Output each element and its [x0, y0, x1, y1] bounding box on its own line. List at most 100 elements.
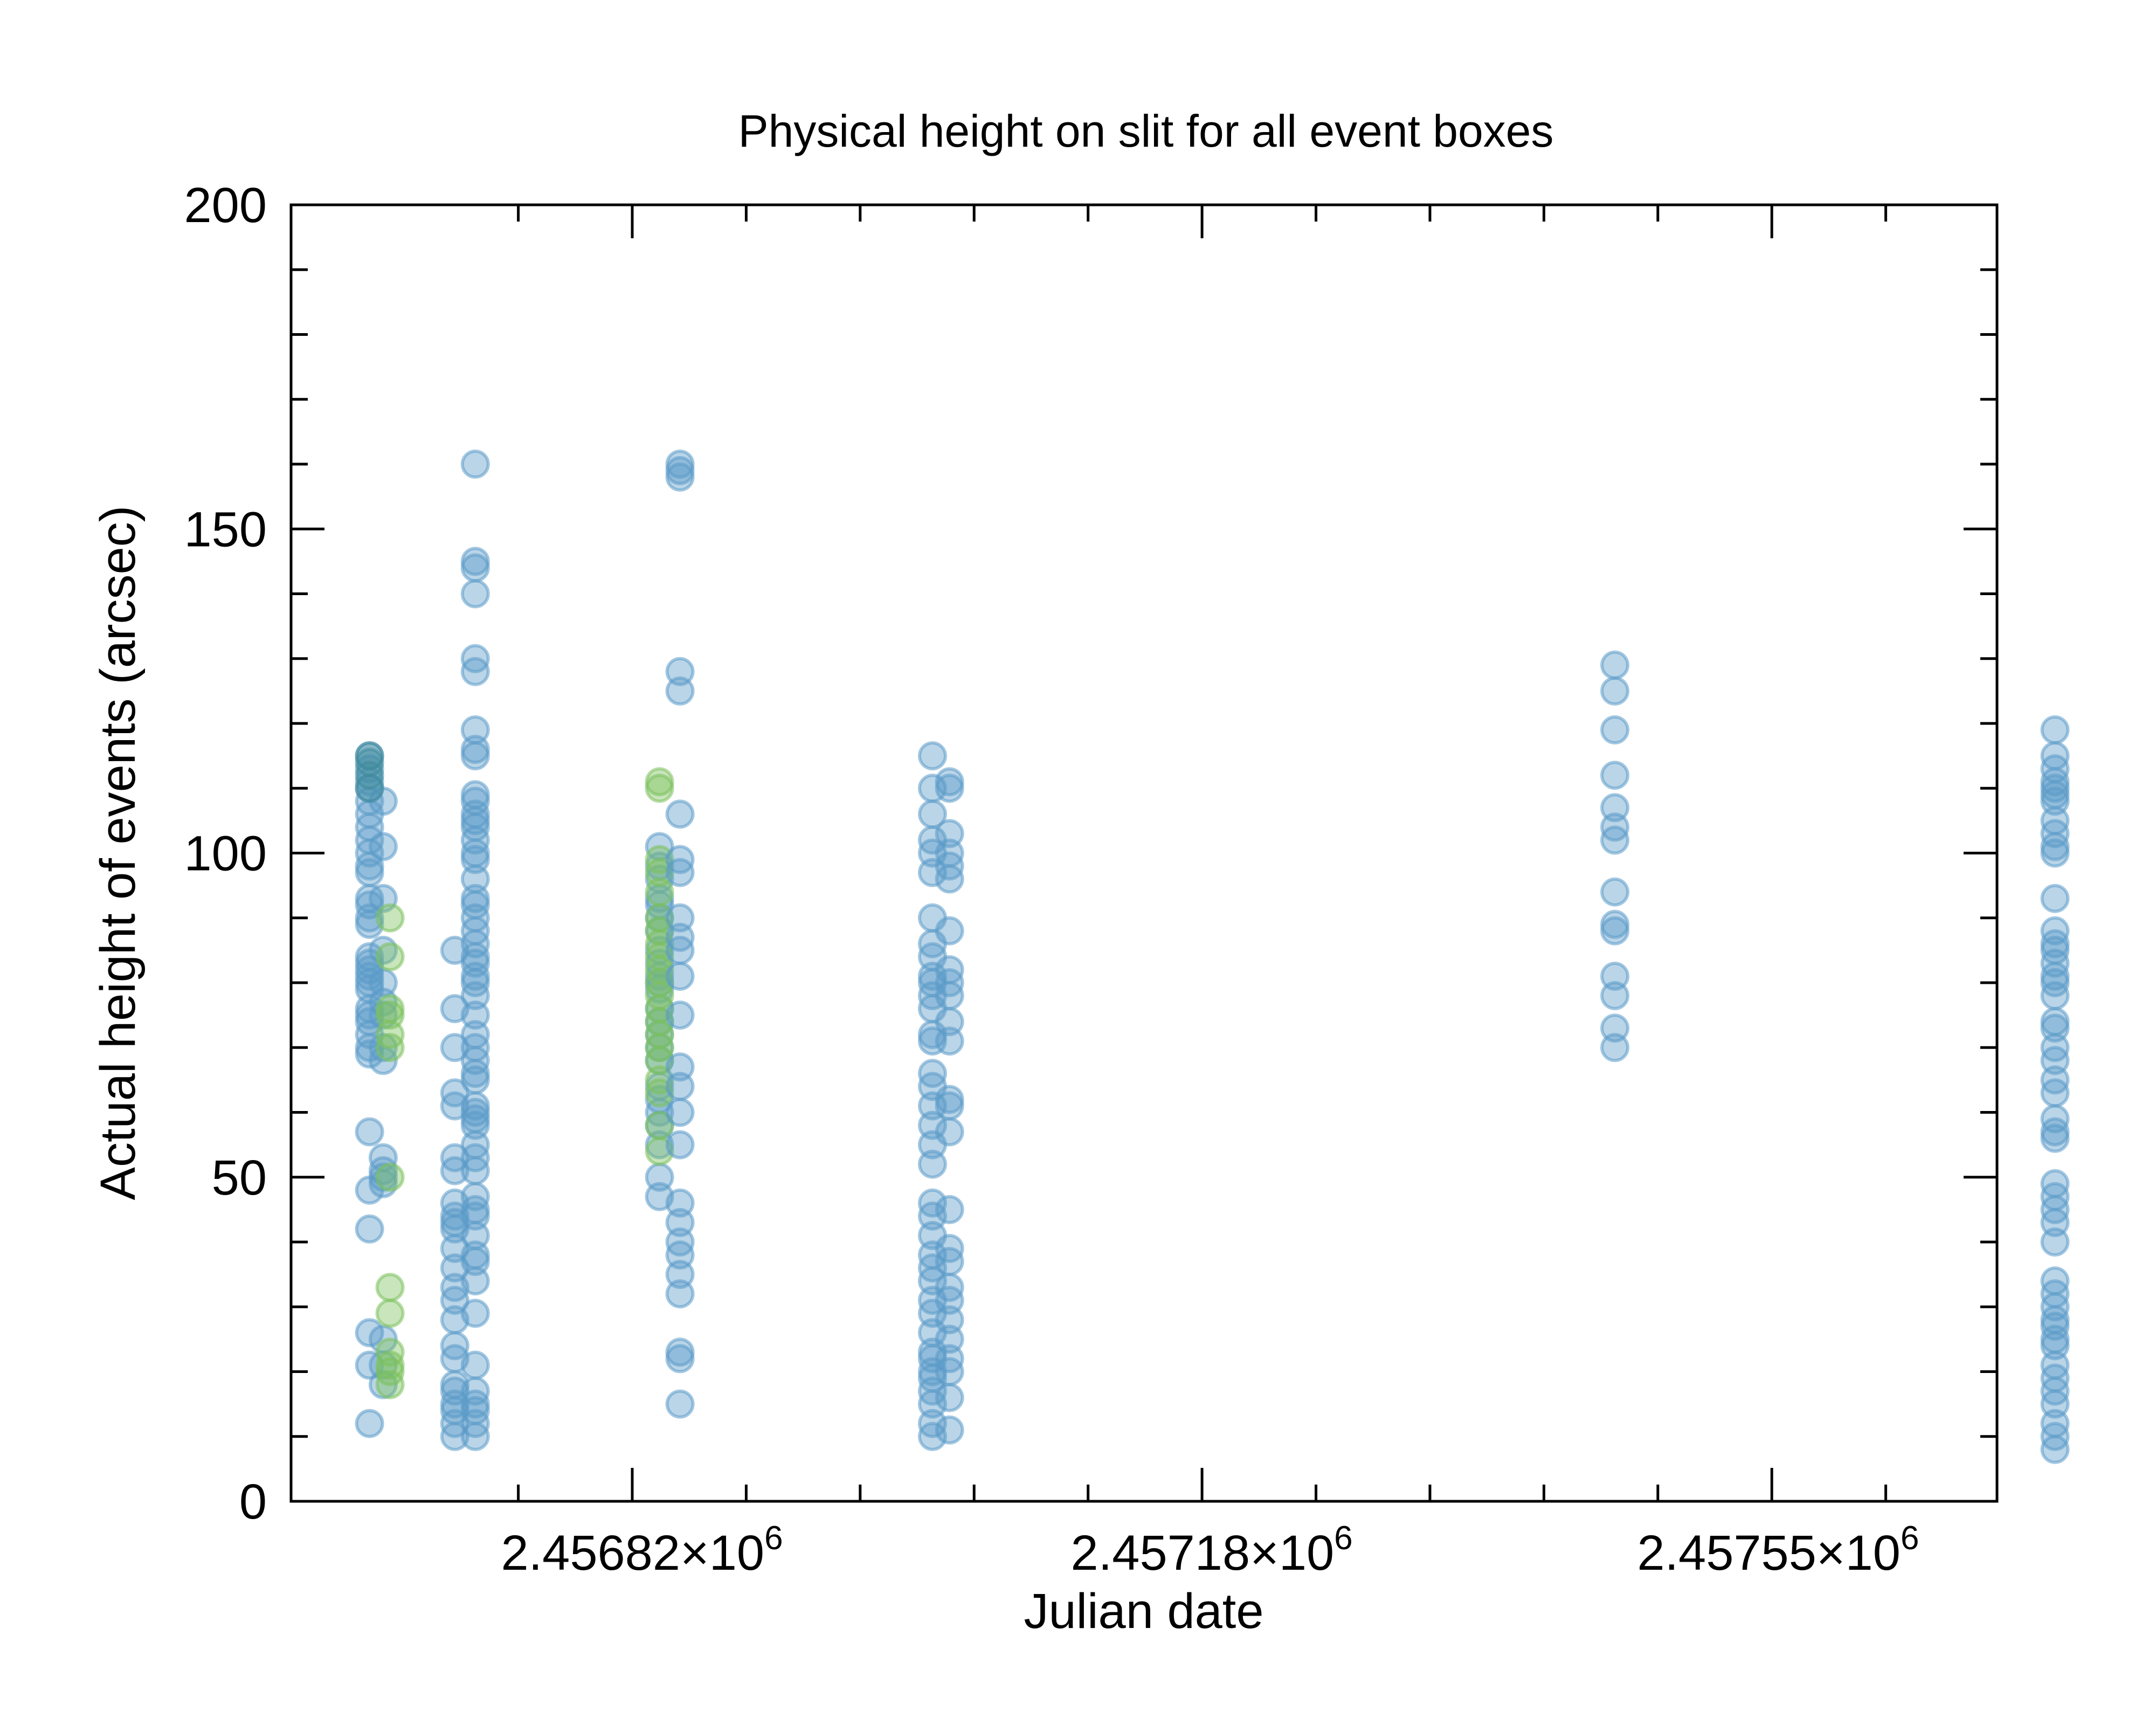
data-point	[935, 1247, 964, 1276]
data-point	[440, 1033, 469, 1062]
data-point	[460, 553, 490, 583]
point-group-13	[2040, 715, 2070, 1464]
data-point	[460, 1350, 490, 1380]
data-point	[2040, 1123, 2070, 1153]
data-point	[665, 1389, 695, 1419]
chart-title: Physical height on slit for all event bo…	[738, 106, 1554, 156]
point-group-4	[375, 903, 405, 1399]
data-point	[1600, 650, 1629, 680]
data-point	[460, 657, 490, 686]
data-point	[460, 1299, 490, 1328]
data-point	[935, 1026, 964, 1056]
data-point	[665, 799, 695, 829]
y-tick-label: 50	[212, 1150, 267, 1205]
data-point	[918, 741, 947, 771]
data-point	[665, 962, 695, 991]
point-group-9	[665, 450, 695, 1419]
data-point	[2040, 981, 2070, 1010]
data-point	[665, 1279, 695, 1309]
data-point	[665, 1130, 695, 1160]
data-point	[460, 1156, 490, 1185]
data-point	[935, 916, 964, 946]
data-point	[665, 1344, 695, 1374]
data-point	[645, 774, 674, 803]
data-point	[375, 942, 405, 971]
data-point	[2040, 715, 2070, 744]
data-point	[460, 1065, 490, 1095]
data-point	[935, 774, 964, 803]
data-point	[665, 1000, 695, 1030]
point-group-6	[460, 450, 490, 1451]
data-point	[1600, 676, 1629, 706]
y-tick-label: 200	[184, 178, 267, 233]
data-point	[460, 1266, 490, 1296]
plot-frame	[289, 203, 1999, 1503]
axis-ticks	[291, 203, 1997, 1503]
data-point	[460, 579, 490, 609]
y-tick-label: 150	[184, 502, 267, 557]
data-point	[918, 1149, 947, 1179]
point-group-3	[355, 741, 384, 803]
data-point	[375, 1273, 405, 1302]
x-tick-label: 2.45718×106	[1071, 1520, 1353, 1581]
data-point	[665, 935, 695, 965]
data-point	[935, 1195, 964, 1224]
x-tick-label: 2.45682×106	[501, 1520, 783, 1581]
data-point	[2040, 838, 2070, 868]
data-point	[2040, 884, 2070, 913]
data-point	[935, 1091, 964, 1121]
data-point	[665, 1098, 695, 1127]
data-point	[355, 1409, 384, 1438]
data-point	[460, 741, 490, 771]
data-point	[1600, 1033, 1629, 1062]
data-point	[918, 858, 947, 887]
data-point	[665, 858, 695, 887]
tick-labels: 0 50 100 150 200 2.45682×106 2.45718×106 2.4575…	[184, 178, 1919, 1581]
data-point	[935, 1415, 964, 1445]
data-point	[935, 1117, 964, 1147]
data-point	[645, 877, 674, 907]
point-group-5	[440, 935, 469, 1451]
data-point	[935, 981, 964, 1010]
data-point	[355, 774, 384, 803]
point-group-10	[918, 741, 947, 1451]
data-point	[375, 1299, 405, 1328]
data-point	[375, 1033, 405, 1062]
data-point	[355, 1117, 384, 1147]
data-point	[1600, 916, 1629, 946]
data-point	[2040, 1434, 2070, 1464]
y-axis-label: Actual height of events (arcsec)	[91, 506, 146, 1200]
data-point	[1600, 981, 1629, 1010]
point-group-12	[1600, 650, 1629, 1062]
data-point	[918, 1422, 947, 1451]
data-point	[375, 1370, 405, 1399]
data-point	[355, 1318, 384, 1348]
y-tick-label: 100	[184, 826, 267, 881]
data-point	[1600, 877, 1629, 907]
data-point	[2040, 1078, 2070, 1108]
x-axis-label: Julian date	[1024, 1584, 1264, 1639]
y-tick-label: 0	[239, 1474, 267, 1529]
point-group-11	[935, 767, 964, 1445]
data-point	[665, 1072, 695, 1101]
data-point	[2040, 1227, 2070, 1257]
data-point	[1600, 825, 1629, 855]
data-point	[440, 1422, 469, 1451]
data-point	[665, 676, 695, 706]
data-point	[1600, 715, 1629, 744]
data-point	[665, 463, 695, 492]
data-points	[355, 450, 2070, 1464]
data-point	[935, 864, 964, 894]
data-point	[935, 1357, 964, 1386]
x-tick-label: 2.45755×106	[1637, 1520, 1919, 1581]
data-point	[460, 450, 490, 479]
data-point	[375, 903, 405, 933]
data-point	[368, 832, 398, 861]
data-point	[375, 1162, 405, 1192]
data-point	[935, 1383, 964, 1412]
data-point	[440, 1156, 469, 1185]
data-point	[355, 858, 384, 887]
data-point	[460, 1422, 490, 1451]
data-point	[355, 1214, 384, 1244]
